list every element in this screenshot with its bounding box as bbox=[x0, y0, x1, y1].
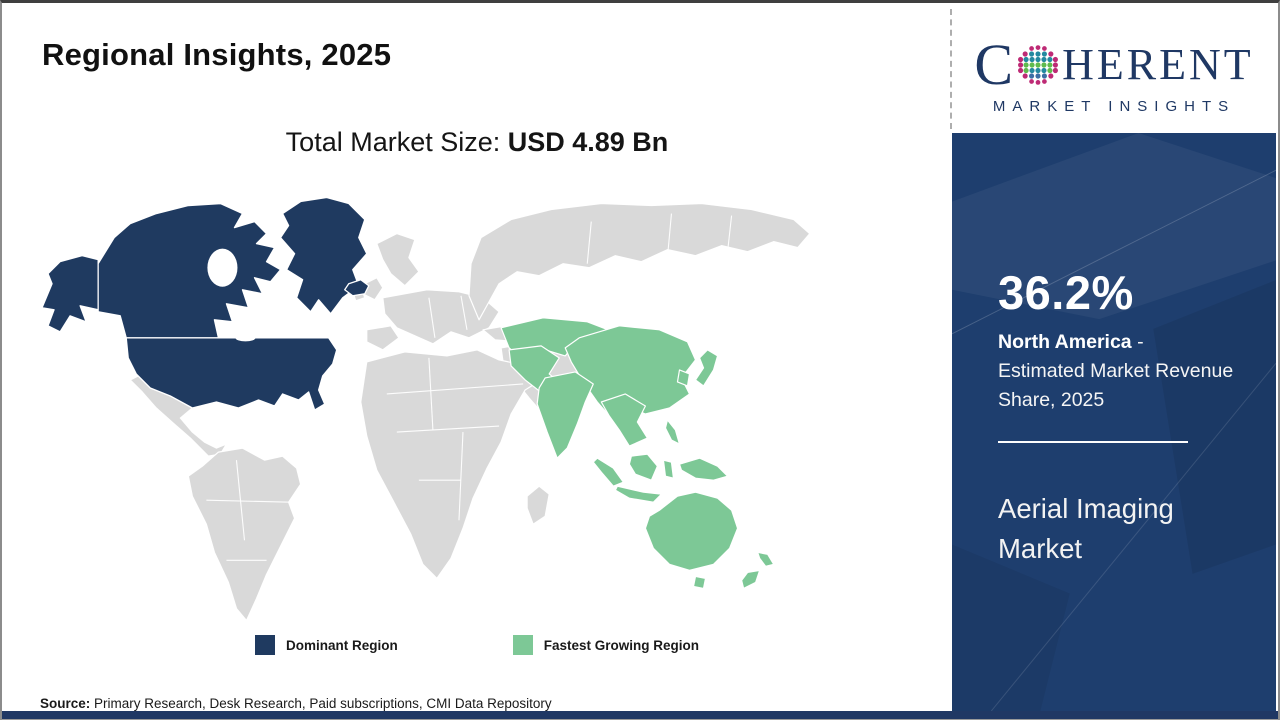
world-map bbox=[30, 179, 912, 631]
coherent-dotted-globe-icon bbox=[1018, 44, 1059, 85]
sidebar-divider bbox=[998, 441, 1188, 443]
country-borders bbox=[206, 213, 733, 561]
logo-wordmark: C HERENT bbox=[974, 31, 1254, 97]
share-description-text: - Estimated Market Revenue Share, 2025 bbox=[998, 331, 1234, 411]
highlight-sidebar: 36.2% North America - Estimated Market R… bbox=[952, 133, 1276, 711]
legend-swatch-fastest-growing bbox=[512, 635, 533, 655]
coherent-logo: C HERENT MARKET INSIGHTS bbox=[964, 25, 1264, 125]
total-market-size-label: Total Market Size: bbox=[285, 127, 508, 157]
sidebar-content: 36.2% North America - Estimated Market R… bbox=[952, 265, 1276, 569]
market-share-value: 36.2% bbox=[998, 266, 1134, 319]
logo-letters-herent: HERENT bbox=[1062, 39, 1254, 89]
region-name: North America bbox=[998, 331, 1132, 353]
logo-letter-c: C bbox=[974, 31, 1014, 97]
legend-item-fastest-growing: Fastest Growing Region bbox=[512, 635, 699, 655]
total-market-size-value: USD 4.89 Bn bbox=[507, 127, 669, 157]
sidebar-texture bbox=[952, 133, 1276, 711]
source-label: Source: bbox=[40, 696, 91, 711]
map-legend: Dominant Region Fastest Growing Region bbox=[32, 635, 922, 655]
page-title: Regional Insights, 2025 bbox=[42, 37, 392, 72]
region-north-america bbox=[41, 196, 370, 411]
legend-label-fastest-growing: Fastest Growing Region bbox=[543, 637, 699, 653]
market-name: Aerial Imaging Market bbox=[998, 493, 1174, 564]
logo-tagline: MARKET INSIGHTS bbox=[992, 97, 1236, 115]
bottom-accent-bar bbox=[2, 711, 1278, 719]
source-text: Primary Research, Desk Research, Paid su… bbox=[90, 696, 552, 711]
region-asia-pacific bbox=[500, 317, 775, 590]
legend-label-dominant: Dominant Region bbox=[285, 637, 398, 653]
legend-item-dominant: Dominant Region bbox=[254, 635, 398, 655]
total-market-size: Total Market Size: USD 4.89 Bn bbox=[32, 127, 922, 158]
header-dashed-divider bbox=[950, 9, 952, 129]
world-map-svg bbox=[41, 196, 811, 622]
source-line: Source: Primary Research, Desk Research,… bbox=[40, 696, 552, 711]
market-share-description: North America - Estimated Market Revenue… bbox=[998, 328, 1234, 415]
legend-swatch-dominant bbox=[254, 635, 275, 655]
